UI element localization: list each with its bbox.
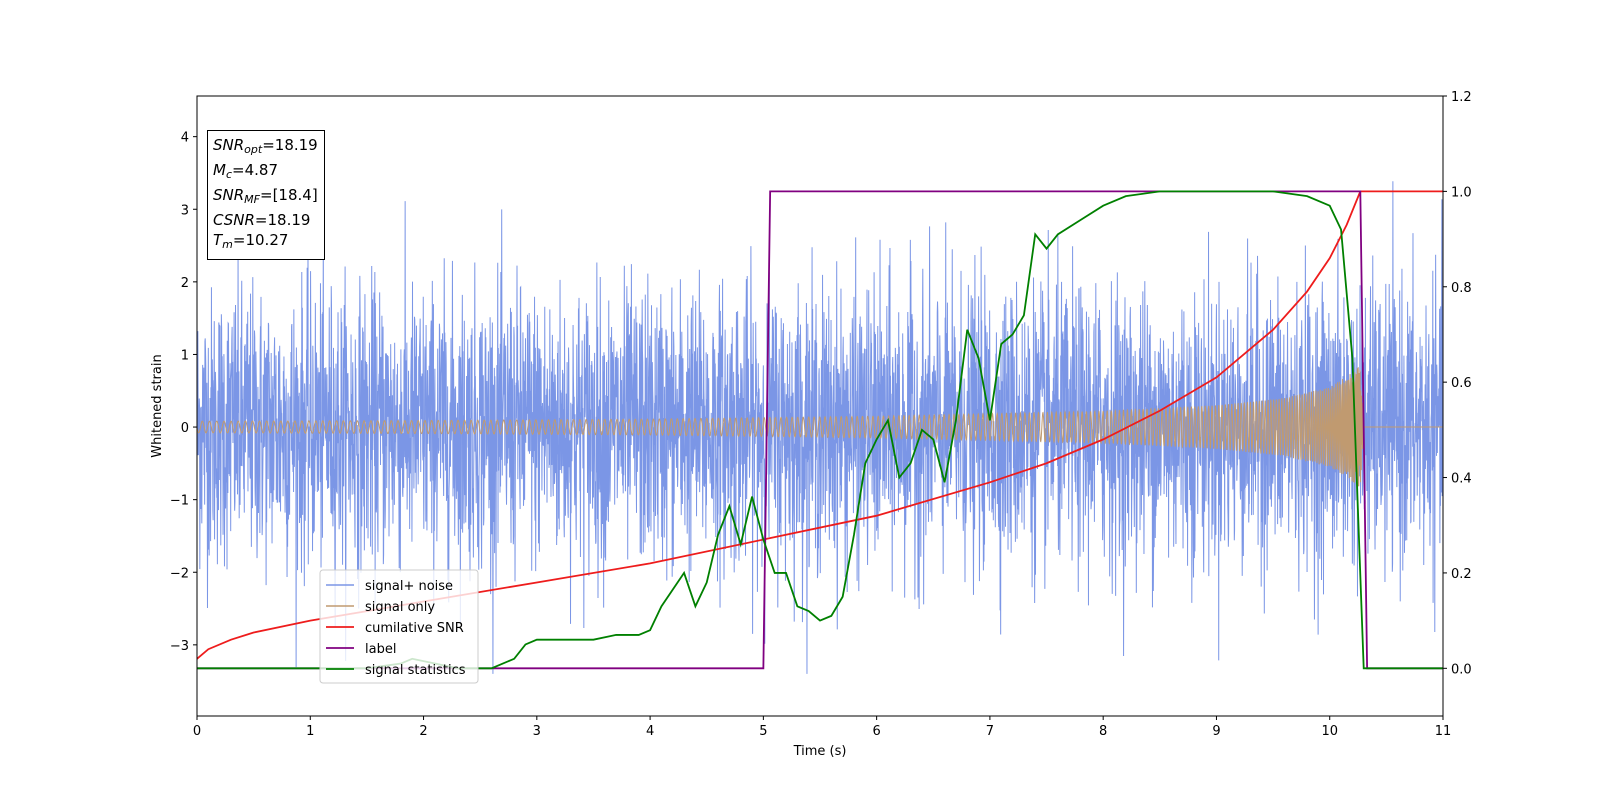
- y-tick-label: 1: [181, 348, 189, 363]
- legend: signal+ noise signal only cumilative SNR la…: [319, 569, 479, 684]
- y-tick-label: −3: [170, 639, 189, 654]
- legend-entry-signal-noise: signal+ noise: [365, 579, 453, 594]
- y-tick-label: −1: [170, 494, 189, 509]
- y-tick-label: 0: [181, 421, 189, 436]
- x-tick-label: 3: [533, 724, 541, 739]
- series-signal-only-line: [197, 367, 1443, 487]
- x-tick-label: 8: [1099, 724, 1107, 739]
- x-tick-label: 11: [1435, 724, 1452, 739]
- x-tick-label: 0: [193, 724, 201, 739]
- x-tick-label: 4: [646, 724, 654, 739]
- snr-opt-annotation: SNRopt=18.19: [213, 136, 318, 156]
- y-tick-label: 2: [181, 276, 189, 291]
- legend-entry-signal-only: signal only: [365, 600, 435, 615]
- y-right-tick-label: 1.2: [1451, 90, 1472, 105]
- stats-annotation-box: SNRopt=18.19 Mc=4.87 SNRMF=[18.4] CSNR=1…: [207, 130, 325, 260]
- x-tick-label: 6: [872, 724, 880, 739]
- legend-box: [319, 569, 479, 684]
- legend-entry-label: label: [365, 642, 396, 657]
- series-layer: [197, 181, 1443, 674]
- y-right-tick-label: 0.4: [1451, 472, 1472, 487]
- x-axis: 0 1 2 3 4 5 6 7 8 9 10 11: [193, 716, 1451, 739]
- y-right-tick-label: 0.0: [1451, 662, 1472, 677]
- legend-entry-signal-statistics: signal statistics: [365, 663, 466, 678]
- series-signal-noise-line: [197, 181, 1443, 674]
- snr-mf-annotation: SNRMF=[18.4]: [213, 186, 318, 206]
- y-right-tick-label: 0.6: [1451, 376, 1472, 391]
- y-tick-label: 4: [181, 131, 189, 146]
- csnr-annotation: CSNR=18.19: [213, 211, 311, 229]
- y-axis-right: 0.0 0.2 0.4 0.6 0.8 1.0 1.2: [1443, 90, 1472, 677]
- y-right-tick-label: 0.2: [1451, 567, 1472, 582]
- merger-time-annotation: Tm=10.27: [213, 231, 289, 251]
- x-tick-label: 5: [759, 724, 767, 739]
- y-tick-label: 3: [181, 203, 189, 218]
- legend-entry-cumulative-snr: cumilative SNR: [365, 621, 464, 636]
- y-right-tick-label: 0.8: [1451, 281, 1472, 296]
- y-axis-label: Whitened strain: [150, 354, 165, 457]
- chirp-mass-annotation: Mc=4.87: [213, 161, 278, 181]
- x-axis-label: Time (s): [793, 744, 847, 759]
- series-signal-statistics-line: [197, 190, 1443, 670]
- y-right-tick-label: 1.0: [1451, 185, 1472, 200]
- plot-frame: [196, 95, 1444, 717]
- y-tick-label: −2: [170, 566, 189, 581]
- x-tick-label: 10: [1321, 724, 1338, 739]
- y-axis-left: −3 −2 −1 0 1 2 3 4: [170, 131, 197, 654]
- x-tick-label: 2: [419, 724, 427, 739]
- x-tick-label: 9: [1212, 724, 1220, 739]
- x-tick-label: 7: [986, 724, 994, 739]
- series-cumulative-snr-line: [197, 190, 1443, 660]
- x-tick-label: 1: [306, 724, 314, 739]
